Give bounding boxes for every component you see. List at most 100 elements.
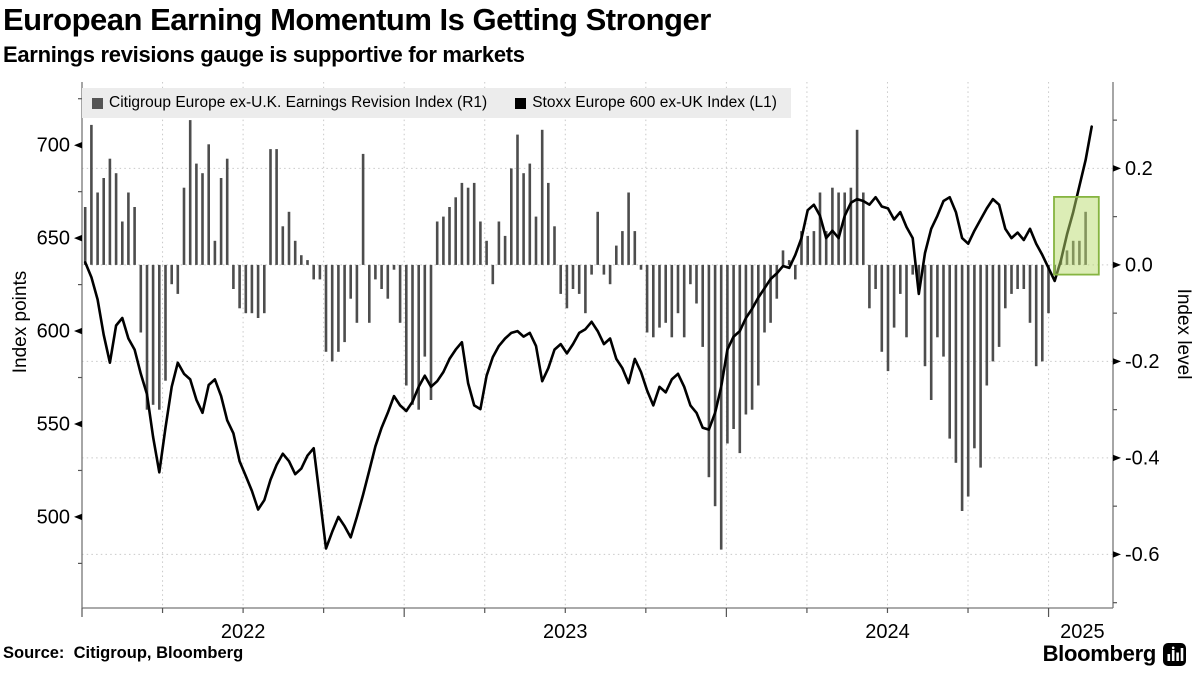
bar [608, 264, 612, 285]
bar [899, 264, 902, 294]
bar [855, 129, 859, 265]
bar [713, 264, 717, 507]
bar [627, 192, 630, 265]
bar [540, 129, 544, 265]
bar [534, 216, 538, 265]
bar [250, 264, 254, 314]
bar [800, 231, 803, 265]
bar [411, 264, 414, 405]
bar [719, 264, 723, 550]
bar-series-swatch-icon [92, 97, 103, 109]
left-tick-label: 600 [37, 321, 70, 343]
x-tick-label: 2025 [1060, 621, 1105, 643]
bar [263, 264, 266, 314]
bar [435, 221, 439, 265]
bar [503, 235, 507, 265]
bar [757, 264, 760, 386]
bar [689, 264, 692, 285]
left-tick [74, 234, 82, 242]
gridlines [81, 82, 1113, 608]
legend-item-revision-index: Citigroup Europe ex-U.K. Earnings Revisi… [92, 94, 487, 112]
bar [207, 144, 210, 265]
bar [269, 149, 272, 265]
bar [794, 264, 797, 280]
bar [960, 264, 964, 511]
bar [256, 264, 260, 318]
bar [392, 264, 396, 270]
bloomberg-wordmark: Bloomberg [1042, 641, 1157, 666]
bar [213, 240, 217, 265]
bar [658, 264, 661, 328]
bar [158, 264, 161, 410]
bar [639, 264, 643, 270]
bar [349, 264, 352, 299]
bar [547, 182, 550, 265]
bar [510, 168, 513, 265]
page-subtitle: Earnings revisions gauge is supportive f… [3, 42, 525, 67]
bar [584, 264, 587, 314]
bloomberg-logo: Bloomberg [1043, 641, 1186, 667]
bar [1004, 264, 1007, 309]
bar [929, 264, 933, 400]
bar [238, 264, 241, 309]
bar [355, 264, 359, 323]
bar [831, 187, 834, 265]
bar [1028, 264, 1032, 323]
right-tick-label: -0.6 [1125, 544, 1159, 566]
bar [596, 211, 599, 265]
bar [275, 149, 278, 265]
left-tick [74, 513, 82, 521]
bar [695, 264, 698, 304]
bar [96, 192, 99, 265]
bar [874, 264, 877, 289]
bar [176, 264, 180, 294]
bar [448, 207, 451, 265]
bar [769, 264, 772, 323]
bar [83, 207, 87, 265]
right-tick-label: -0.2 [1125, 351, 1159, 373]
bar [188, 120, 192, 265]
bar [701, 264, 704, 347]
axes [81, 82, 1114, 609]
left-tick-label: 500 [37, 506, 70, 528]
bar [479, 221, 482, 265]
right-tick [1113, 261, 1121, 269]
bar [429, 264, 433, 400]
source-note: Source: Citigroup, Bloomberg [3, 644, 244, 662]
left-axis-title: Index points [10, 270, 31, 374]
bar [682, 264, 686, 338]
page-title: European Earning Momentum Is Getting Str… [3, 2, 711, 37]
bar [1010, 264, 1013, 294]
bar [324, 264, 328, 352]
line-series-swatch-icon [515, 97, 527, 109]
right-tick-label: 0.2 [1125, 158, 1153, 180]
bar [559, 264, 562, 294]
bar [244, 264, 248, 314]
bar [917, 264, 921, 289]
chart-legend: Citigroup Europe ex-U.K. Earnings Revisi… [82, 88, 791, 118]
bar [744, 264, 748, 415]
bar [979, 264, 982, 468]
bar [787, 260, 791, 265]
bar [312, 264, 315, 280]
bar [398, 264, 402, 323]
stoxx-line [83, 125, 1093, 550]
bar [423, 264, 427, 357]
bar [577, 264, 581, 294]
bar [843, 192, 846, 265]
bar [670, 264, 674, 338]
bar [602, 264, 606, 275]
bar [991, 264, 995, 362]
bar [750, 264, 754, 410]
bar [905, 264, 908, 338]
left-tick-label: 650 [37, 228, 70, 250]
bar [417, 264, 420, 410]
bar [472, 182, 476, 265]
bar [966, 264, 970, 497]
bar [170, 264, 173, 285]
bar [880, 264, 884, 352]
x-tick-label: 2023 [543, 621, 588, 643]
bar [114, 173, 118, 265]
bar [522, 173, 525, 265]
